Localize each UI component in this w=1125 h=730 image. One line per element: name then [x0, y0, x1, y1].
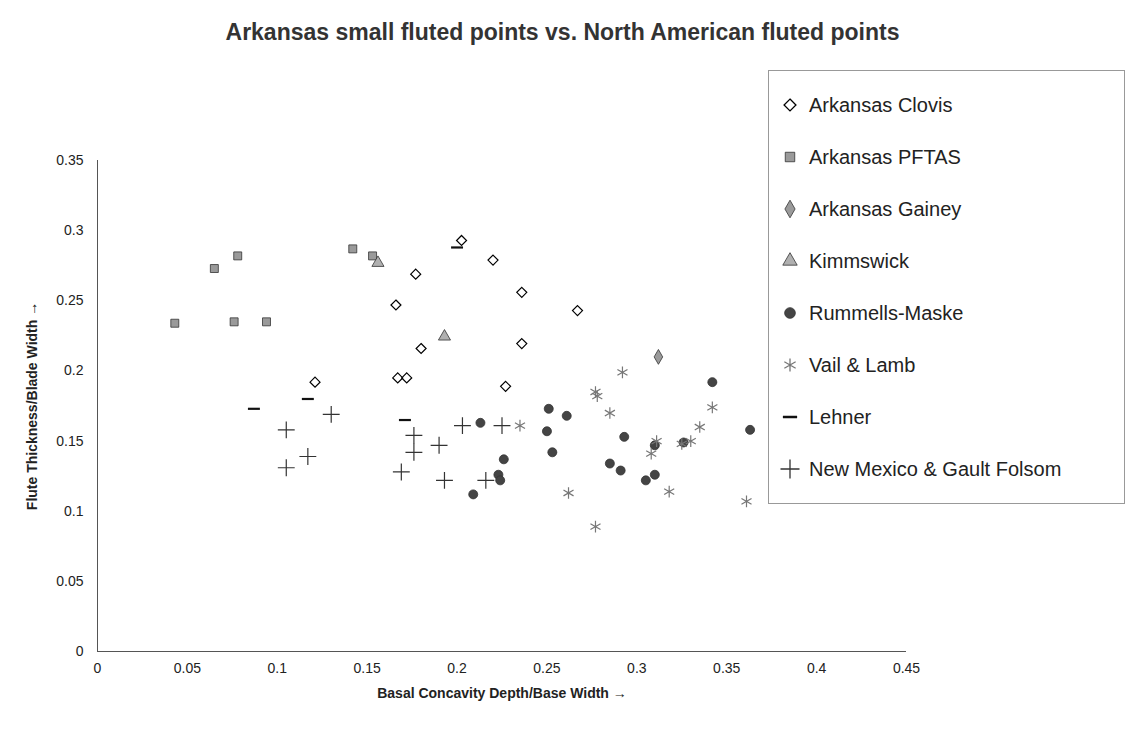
svg-text:0.15: 0.15 [354, 660, 381, 676]
svg-text:0.45: 0.45 [893, 660, 920, 676]
svg-text:0.2: 0.2 [447, 660, 467, 676]
svg-text:0.1: 0.1 [268, 660, 288, 676]
svg-text:0.15: 0.15 [56, 433, 83, 449]
html-text:Arkansas PFTAS: Arkansas PFTAS [809, 145, 961, 168]
svg-text:0.05: 0.05 [56, 573, 83, 589]
svg-text:0.1: 0.1 [64, 503, 84, 519]
svg-text:0.05: 0.05 [174, 660, 201, 676]
html-text:Vail & Lamb: Vail & Lamb [809, 353, 916, 376]
svg-text:0.3: 0.3 [64, 222, 84, 238]
svg-text:0.35: 0.35 [713, 660, 740, 676]
html-text:Arkansas small fluted points v: Arkansas small fluted points vs. North A… [225, 19, 900, 45]
html-text:Lehner: Lehner [809, 405, 872, 428]
html-text:Arkansas Gainey: Arkansas Gainey [809, 197, 962, 220]
svg-text:0.4: 0.4 [807, 660, 827, 676]
svg-text:0.35: 0.35 [56, 152, 83, 168]
svg-text:Flute Thickness/Blade Width →: Flute Thickness/Blade Width → [24, 302, 40, 510]
svg-text:0.25: 0.25 [56, 292, 83, 308]
svg-text:0.3: 0.3 [627, 660, 647, 676]
svg-text:0: 0 [94, 660, 102, 676]
html-text:Arkansas Clovis: Arkansas Clovis [809, 93, 953, 116]
html-text:Kimmswick: Kimmswick [809, 249, 909, 272]
html-text:Rummells-Maske: Rummells-Maske [809, 301, 964, 324]
svg-text:Basal Concavity Depth/Base Wid: Basal Concavity Depth/Base Width → [377, 685, 627, 701]
svg-text:0.2: 0.2 [64, 362, 84, 378]
svg-text:0: 0 [76, 643, 84, 659]
html-text:New Mexico & Gault Folsom: New Mexico & Gault Folsom [809, 457, 1062, 480]
svg-text:0.25: 0.25 [533, 660, 560, 676]
